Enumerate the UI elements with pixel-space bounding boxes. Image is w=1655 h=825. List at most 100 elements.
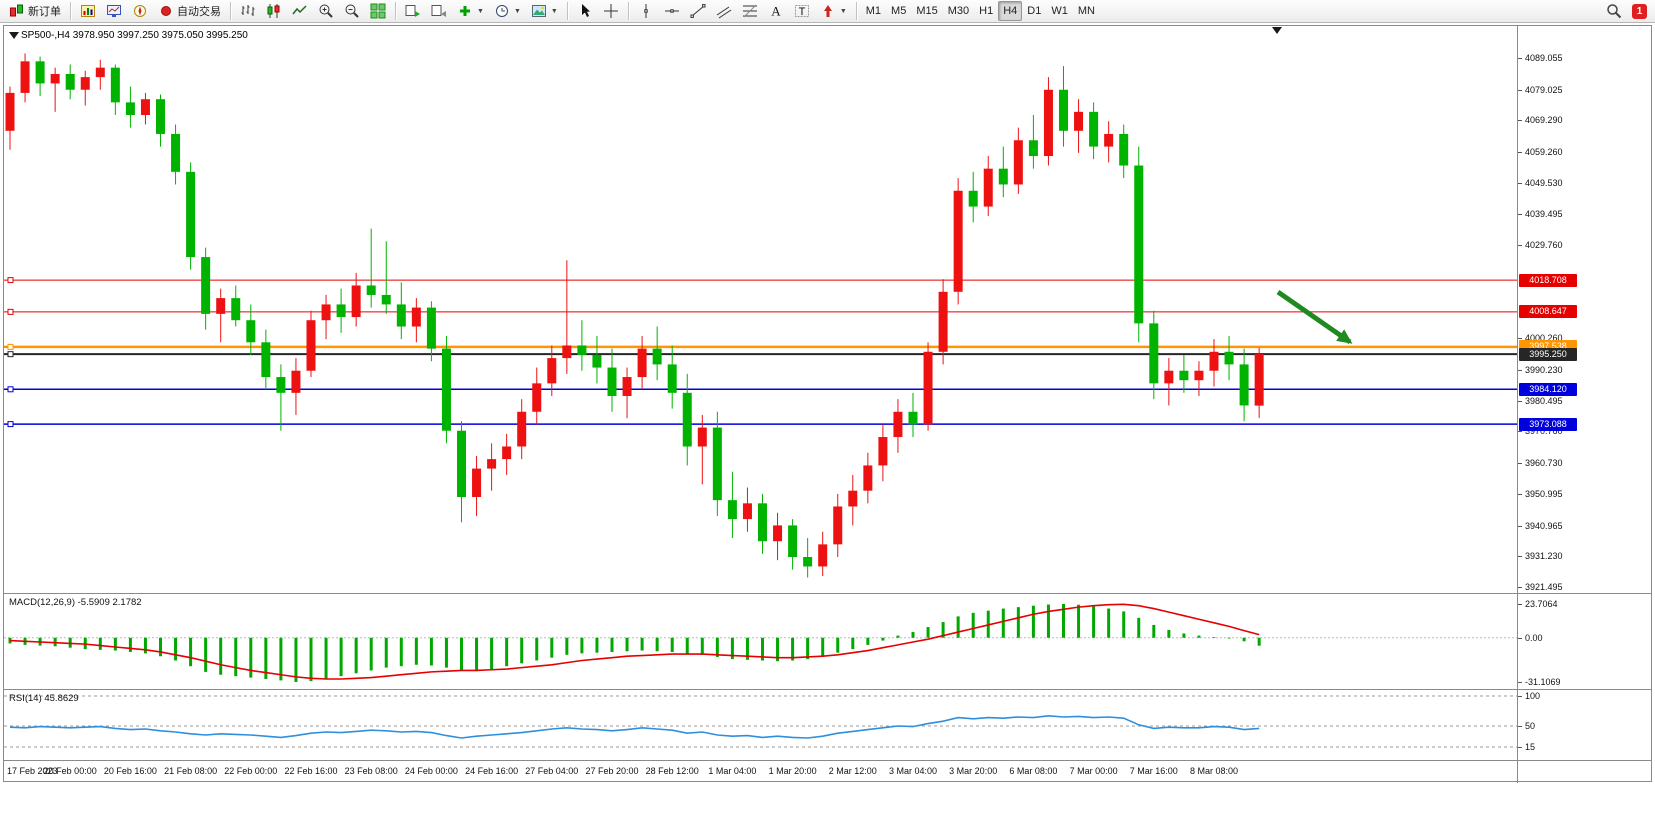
price-line-badge: 3973.088 (1519, 417, 1577, 431)
time-axis-label: 6 Mar 08:00 (1009, 766, 1058, 776)
time-axis-label: 17 Feb 2023 (7, 766, 58, 776)
auto-scroll-button[interactable] (400, 1, 426, 21)
macd-label: MACD(12,26,9) -5.5909 2.1782 (9, 597, 142, 608)
axis-tick (1518, 214, 1522, 216)
tile-windows-button[interactable] (365, 1, 391, 21)
timeframe-w1-button-label: W1 (1051, 5, 1068, 17)
horizontal-line-button[interactable] (659, 1, 685, 21)
zoom-out-button[interactable] (339, 1, 365, 21)
cursor-button[interactable] (572, 1, 598, 21)
order-icon (9, 3, 25, 19)
time-axis-label: 2 Mar 12:00 (828, 766, 877, 776)
panel-separator[interactable] (4, 593, 1651, 594)
toolbar: 新订单 自动交易 ▼ ▼ ▼ A T ▼ M1 M5 M15 M30 H1 H4 D1 W1 MN 1 (0, 0, 1655, 23)
price-line-badge: 4008.647 (1519, 305, 1577, 319)
timeframe-m5-button[interactable]: M5 (886, 1, 911, 21)
candlestick-button[interactable] (261, 1, 287, 21)
periods-button[interactable]: ▼ (489, 1, 526, 21)
price-chart[interactable]: SP500-,H4 3978.950 3997.250 3975.050 399… (4, 26, 1517, 593)
axis-tick (1518, 89, 1522, 91)
timeframe-h4-button[interactable]: H4 (998, 1, 1023, 21)
macd-panel[interactable]: MACD(12,26,9) -5.5909 2.1782 (4, 594, 1517, 689)
axis-tick (1518, 400, 1522, 402)
chart-shift-marker[interactable] (1272, 27, 1282, 34)
axis-tick (1518, 587, 1522, 588)
price-axis-label: 23.7064 (1525, 599, 1558, 609)
axis-tick (1518, 245, 1522, 247)
toolbar-separator (230, 2, 231, 20)
price-axis-label: 4079.025 (1525, 84, 1563, 95)
crosshair-icon (603, 3, 619, 19)
fibonacci-button[interactable] (737, 1, 763, 21)
crosshair-button[interactable] (598, 1, 624, 21)
zoom-in-button[interactable] (313, 1, 339, 21)
timeframe-w1-button[interactable]: W1 (1046, 1, 1073, 21)
timeframe-m15-button[interactable]: M15 (911, 1, 942, 21)
timeframe-mn-button[interactable]: MN (1073, 1, 1100, 21)
candlestick-plot (4, 53, 1517, 578)
axis-tick (1518, 556, 1522, 558)
bar-chart-button[interactable] (235, 1, 261, 21)
charts-button[interactable] (75, 1, 101, 21)
toolbar-separator (627, 2, 629, 20)
line-chart-button[interactable] (287, 1, 313, 21)
axis-tick (1518, 637, 1522, 639)
price-axis-label: 3980.495 (1525, 395, 1563, 406)
trendline-button[interactable] (685, 1, 711, 21)
new-order-button[interactable]: 新订单 (4, 1, 66, 21)
search-button[interactable] (1601, 1, 1627, 21)
arrows-button[interactable]: ▼ (815, 1, 852, 21)
timeframe-m30-button[interactable]: M30 (943, 1, 974, 21)
price-axis-label: 4059.260 (1525, 147, 1563, 158)
time-axis-label: 20 Feb 16:00 (103, 766, 157, 776)
navigator-icon (132, 3, 148, 19)
navigator-button[interactable] (127, 1, 153, 21)
timeframe-d1-button[interactable]: D1 (1022, 1, 1046, 21)
axis-tick (1518, 525, 1522, 527)
price-axis-label: 15 (1525, 742, 1536, 752)
chart-shift-button[interactable] (426, 1, 452, 21)
time-axis-label: 3 Mar 20:00 (949, 766, 998, 776)
rsi-panel[interactable]: RSI(14) 45.8629 (4, 690, 1517, 760)
price-axis-label: 4049.530 (1525, 177, 1563, 188)
indicators-button[interactable]: ▼ (452, 1, 489, 21)
time-axis-label: 27 Feb 04:00 (525, 766, 579, 776)
text-button[interactable]: A (763, 1, 789, 21)
notification-badge[interactable]: 1 (1632, 3, 1647, 19)
channel-button[interactable] (711, 1, 737, 21)
timeframe-h1-button[interactable]: H1 (974, 1, 998, 21)
price-axis-label: 3931.230 (1525, 551, 1563, 562)
channel-icon (716, 3, 732, 19)
one-click-trading-toggle[interactable] (9, 32, 19, 39)
time-axis-label: 22 Feb 00:00 (224, 766, 278, 776)
auto-trading-button-label: 自动交易 (177, 6, 221, 18)
panel-separator[interactable] (4, 689, 1651, 690)
bar-chart-icon (240, 3, 256, 19)
chevron-down-icon: ▼ (477, 7, 484, 15)
axis-tick (1518, 604, 1522, 605)
zoom-out-icon (344, 3, 360, 19)
price-line-badge: 4018.708 (1519, 273, 1577, 287)
symbol-ohlc-label: SP500-,H4 3978.950 3997.250 3975.050 399… (21, 30, 248, 41)
axis-tick (1518, 338, 1522, 340)
charts-icon (80, 3, 96, 19)
auto-trading-button[interactable]: 自动交易 (153, 1, 226, 21)
templates-button[interactable]: ▼ (526, 1, 563, 21)
vertical-line-button[interactable] (633, 1, 659, 21)
axis-tick (1518, 463, 1522, 465)
timeframe-d1-button-label: D1 (1027, 5, 1042, 17)
label-button[interactable]: T (789, 1, 815, 21)
time-axis-label: 3 Mar 04:00 (888, 766, 938, 776)
axis-tick (1518, 747, 1522, 748)
autotrade-icon (158, 3, 174, 19)
timeframe-m1-button[interactable]: M1 (861, 1, 886, 21)
time-axis-label: 22 Feb 16:00 (284, 766, 338, 776)
price-axis-label: 3940.965 (1525, 520, 1563, 531)
time-axis-label: 28 Feb 12:00 (645, 766, 699, 776)
price-axis-label: -31.1069 (1525, 677, 1561, 687)
market-watch-button[interactable] (101, 1, 127, 21)
arrows-icon (820, 3, 836, 19)
price-axis-label: 3960.730 (1525, 458, 1563, 469)
price-line-badge: 3984.120 (1519, 382, 1577, 396)
axis-tick (1518, 493, 1522, 495)
